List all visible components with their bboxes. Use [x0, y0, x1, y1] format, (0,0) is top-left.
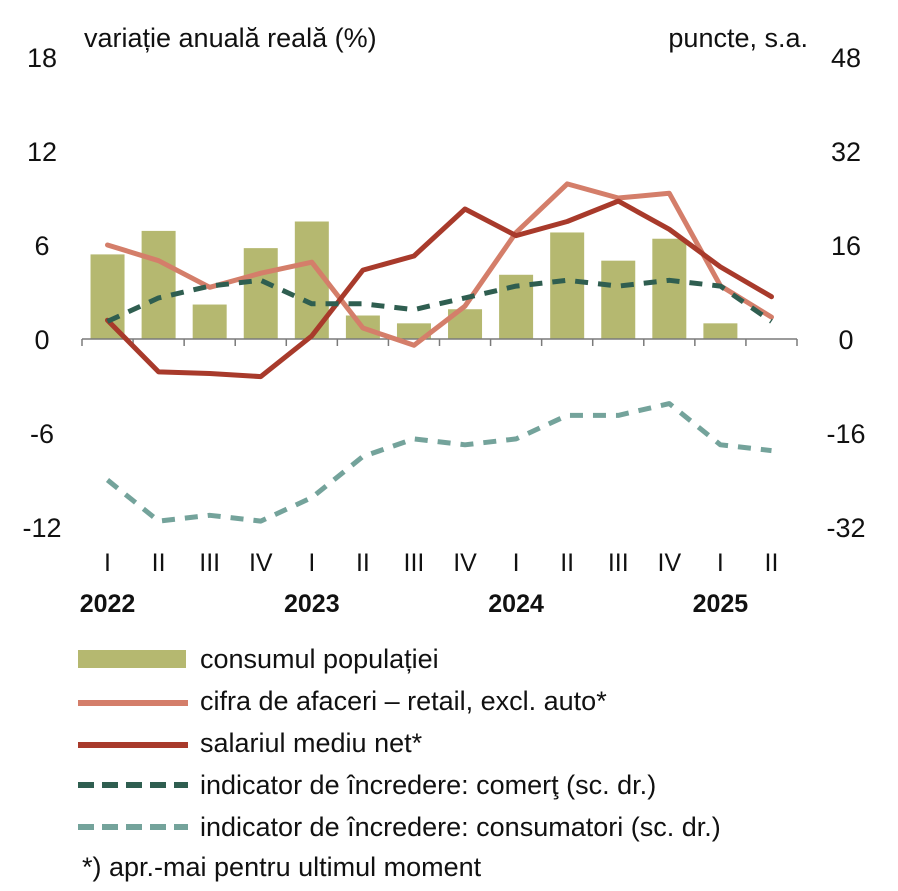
category-label: I: [717, 549, 724, 577]
category-label: III: [404, 549, 425, 577]
series-line: [106, 277, 773, 324]
right-tick-label: -16: [826, 419, 865, 449]
legend-label: indicator de încredere: consumatori (sc.…: [200, 812, 721, 842]
bar: [703, 323, 738, 339]
category-label: II: [152, 549, 166, 577]
left-tick-label: 0: [34, 325, 49, 355]
category-label: I: [513, 549, 520, 577]
bar: [192, 304, 227, 339]
year-label: 2022: [80, 590, 136, 618]
right-tick-label: 48: [831, 43, 861, 73]
legend-item-consumatori: indicator de încredere: consumatori (sc.…: [78, 806, 721, 848]
year-label: 2025: [693, 590, 749, 618]
category-label: IV: [658, 549, 682, 577]
series-line: [105, 198, 774, 380]
right-axis-label: puncte, s.a.: [668, 23, 808, 53]
x-axis-ticks: [81, 339, 798, 346]
year-labels: 2022 2023 2024 2025: [80, 590, 749, 618]
bar: [141, 230, 176, 339]
left-tick-label: 12: [27, 137, 57, 167]
category-label: IV: [453, 549, 477, 577]
legend-item-consum: consumul populației: [78, 638, 721, 680]
legend-swatch-line: [78, 742, 188, 748]
right-tick-label: 32: [831, 137, 861, 167]
legend-item-salariu: salariul mediu net*: [78, 722, 721, 764]
legend-label: consumul populației: [200, 644, 439, 674]
bar-series: [90, 221, 738, 339]
bar: [90, 254, 125, 339]
category-labels: I II III IV I II III IV I II III IV I II: [104, 549, 778, 577]
footnote: *) apr.-mai pentru ultimul moment: [82, 852, 482, 882]
left-tick-label: -12: [22, 513, 61, 543]
series-line: [105, 401, 772, 524]
bar: [243, 248, 278, 339]
bar: [652, 238, 687, 339]
chart: variație anuală reală (%) puncte, s.a. 1…: [22, 23, 865, 618]
legend-swatch-dash: [78, 824, 188, 830]
year-label: 2024: [488, 590, 544, 618]
category-label: I: [308, 549, 315, 577]
category-label: II: [560, 549, 574, 577]
legend-item-retail: cifra de afaceri – retail, excl. auto*: [78, 680, 721, 722]
legend-swatch-bar: [78, 650, 186, 668]
bar: [601, 260, 636, 339]
category-label: I: [104, 549, 111, 577]
legend-swatch-line: [78, 700, 188, 706]
left-tick-label: 18: [27, 43, 57, 73]
category-label: III: [199, 549, 220, 577]
category-label: II: [356, 549, 370, 577]
right-tick-labels: 48 32 16 0 -16 -32: [826, 43, 865, 543]
legend-label: cifra de afaceri – retail, excl. auto*: [200, 686, 607, 716]
legend-label: salariul mediu net*: [200, 728, 423, 758]
right-tick-label: -32: [826, 513, 865, 543]
left-tick-labels: 18 12 6 0 -6 -12: [22, 43, 61, 543]
category-label: II: [765, 549, 779, 577]
legend-item-comert: indicator de încredere: comerţ (sc. dr.): [78, 764, 721, 806]
left-tick-label: 6: [34, 231, 49, 261]
left-tick-label: -6: [30, 419, 54, 449]
category-label: IV: [249, 549, 273, 577]
legend-label: indicator de încredere: comerţ (sc. dr.): [200, 770, 657, 800]
bar: [396, 323, 431, 339]
category-label: III: [608, 549, 629, 577]
line-series: [105, 181, 774, 524]
legend: consumul populației cifra de afaceri – r…: [78, 638, 721, 848]
left-axis-label: variație anuală reală (%): [84, 23, 377, 53]
right-tick-label: 0: [838, 325, 853, 355]
right-tick-label: 16: [831, 231, 861, 261]
year-label: 2023: [284, 590, 340, 618]
legend-swatch-dash: [78, 782, 188, 788]
bar: [550, 232, 585, 339]
